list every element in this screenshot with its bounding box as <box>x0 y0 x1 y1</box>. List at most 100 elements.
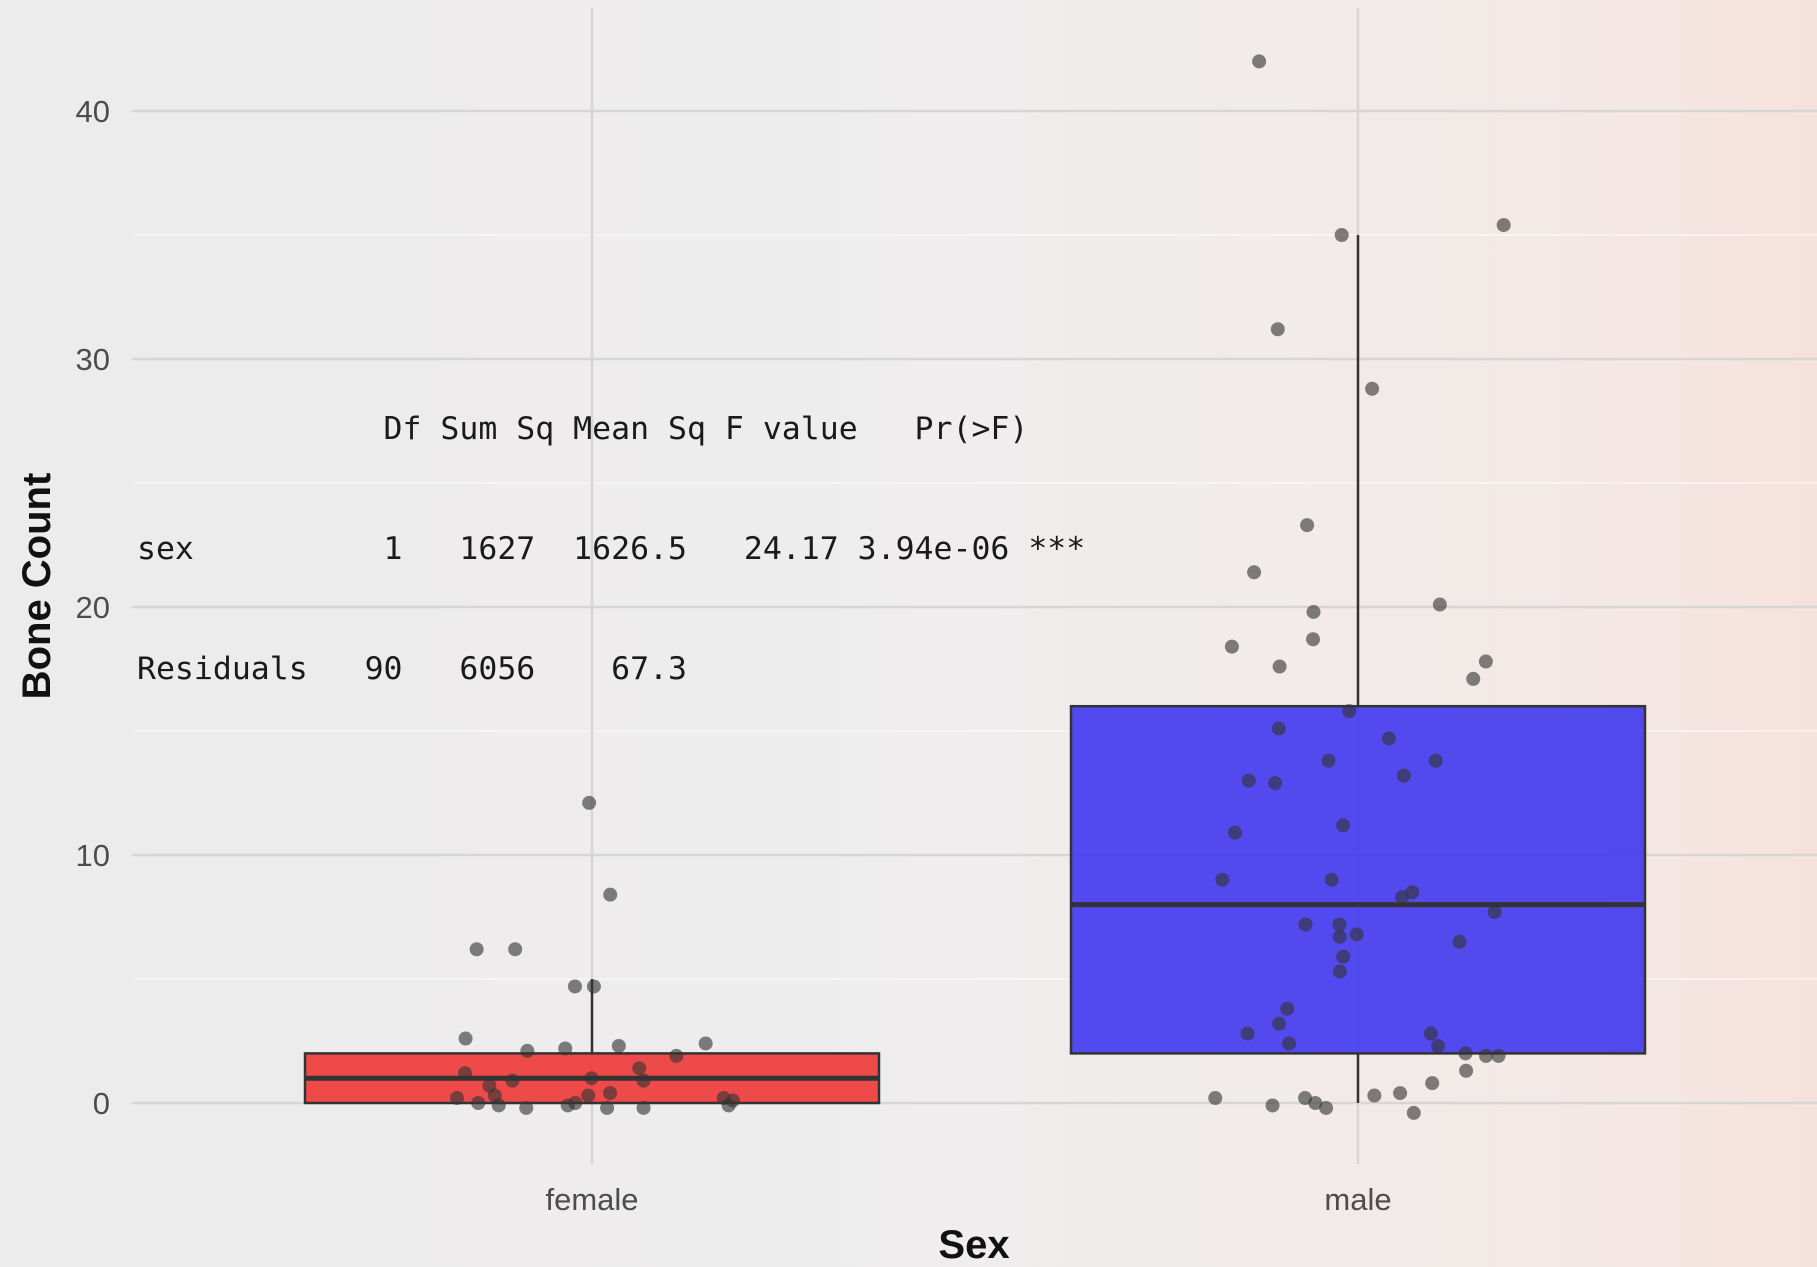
data-point <box>1487 905 1502 920</box>
data-point <box>520 1043 535 1058</box>
data-point <box>1321 753 1336 768</box>
data-point <box>1272 659 1287 674</box>
data-point <box>584 1071 599 1086</box>
data-point <box>1282 1036 1297 1051</box>
data-point <box>519 1100 534 1115</box>
x-axis-title: Sex <box>938 1223 1009 1267</box>
data-point <box>1319 1100 1334 1115</box>
data-point <box>669 1048 684 1063</box>
data-point <box>560 1098 575 1113</box>
data-point <box>1423 1026 1438 1041</box>
y-tick-label: 40 <box>76 94 110 129</box>
jitter-points <box>450 54 1511 1120</box>
data-point <box>611 1038 626 1053</box>
data-point <box>1367 1088 1382 1103</box>
data-point <box>586 979 601 994</box>
data-point <box>582 795 597 810</box>
data-point <box>1215 872 1230 887</box>
data-point <box>603 887 618 902</box>
y-tick-label: 30 <box>76 342 110 377</box>
data-point <box>1396 768 1411 783</box>
data-point <box>636 1100 651 1115</box>
data-point <box>1466 671 1481 686</box>
data-point <box>1241 773 1256 788</box>
data-point <box>1240 1026 1255 1041</box>
data-point <box>600 1100 615 1115</box>
data-point <box>1478 654 1493 669</box>
data-point <box>1268 776 1283 791</box>
x-tick-label-male: male <box>1324 1182 1391 1217</box>
data-point <box>1425 1076 1440 1091</box>
y-tick-label: 20 <box>76 590 110 625</box>
y-axis-title: Bone Count <box>15 473 59 700</box>
data-point <box>1395 890 1410 905</box>
data-point <box>1430 1038 1445 1053</box>
data-point <box>1393 1086 1408 1101</box>
data-point <box>1247 565 1262 580</box>
data-point <box>457 1066 472 1081</box>
data-point <box>1272 1016 1287 1031</box>
data-point <box>581 1088 596 1103</box>
data-point <box>1332 917 1347 932</box>
data-point <box>1459 1063 1474 1078</box>
data-point <box>491 1098 506 1113</box>
data-point <box>1224 639 1239 654</box>
data-point <box>558 1041 573 1056</box>
data-point <box>450 1091 465 1106</box>
data-point <box>1298 917 1313 932</box>
data-point <box>1334 228 1349 242</box>
y-tick-label: 0 <box>93 1086 110 1121</box>
data-point <box>1381 731 1396 746</box>
anova-sex-row: sex 1 1627 1626.5 24.17 3.94e-06 *** <box>137 531 1086 567</box>
data-point <box>1349 927 1364 942</box>
x-tick-label-female: female <box>545 1182 638 1217</box>
data-point <box>1332 964 1347 979</box>
box-male <box>1069 235 1647 1103</box>
data-point <box>632 1061 647 1076</box>
data-point <box>603 1086 618 1101</box>
x-tick-labels: female male <box>545 1182 1391 1217</box>
data-point <box>1432 597 1447 612</box>
data-point <box>1479 1048 1494 1063</box>
data-point <box>1300 518 1315 533</box>
data-point <box>1265 1098 1280 1113</box>
data-point <box>1336 949 1351 964</box>
data-point <box>1336 818 1351 833</box>
boxes <box>303 235 1647 1105</box>
data-point <box>1406 1105 1421 1120</box>
anova-residuals-row: Residuals 90 6056 67.3 <box>137 651 1029 687</box>
data-point <box>469 942 484 957</box>
data-point <box>1496 218 1511 233</box>
data-point <box>1270 322 1285 337</box>
data-point <box>698 1036 713 1051</box>
data-point <box>508 942 523 957</box>
data-point <box>1458 1046 1473 1061</box>
data-point <box>471 1096 486 1110</box>
data-point <box>1452 934 1467 949</box>
data-point <box>1306 632 1321 647</box>
data-point <box>1228 825 1243 840</box>
data-point <box>1491 1048 1506 1063</box>
anova-summary-table: Df Sum Sq Mean Sq F value Pr(>F) sex 1 1… <box>137 329 1104 729</box>
data-point <box>1365 381 1380 396</box>
data-point <box>1308 1096 1323 1110</box>
y-tick-label: 10 <box>76 838 110 873</box>
data-point <box>505 1073 520 1088</box>
data-point <box>1271 721 1286 736</box>
data-point <box>1306 604 1321 619</box>
data-point <box>1324 872 1339 887</box>
data-point <box>1280 1001 1295 1016</box>
box-body <box>1069 704 1647 1055</box>
data-point <box>1428 753 1443 768</box>
data-point <box>636 1073 651 1088</box>
data-point <box>567 979 582 994</box>
data-point <box>1342 704 1357 719</box>
data-point <box>458 1031 473 1046</box>
data-point <box>721 1098 736 1113</box>
data-point <box>1208 1091 1223 1106</box>
data-point <box>1252 54 1267 69</box>
anova-header-row: Df Sum Sq Mean Sq F value Pr(>F) <box>137 411 1105 447</box>
data-point <box>1332 929 1347 944</box>
